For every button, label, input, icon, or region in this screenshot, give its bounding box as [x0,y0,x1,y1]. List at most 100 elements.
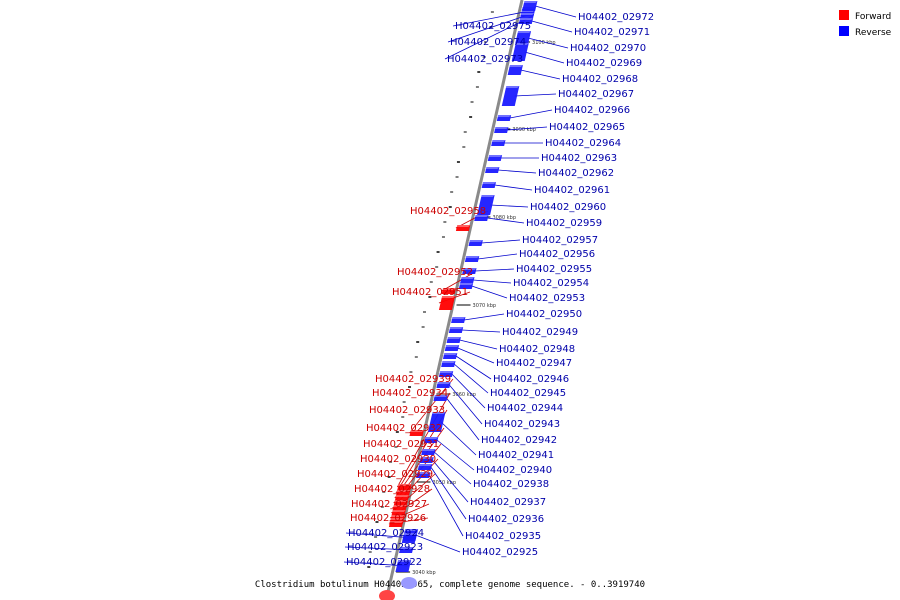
gene-label-H04402_02955[interactable]: H04402_02955 [516,264,592,275]
gene-label-H04402_02942[interactable]: H04402_02942 [481,435,557,446]
gene-feature-H04402_02931[interactable] [393,500,409,506]
gene-feature-H04402_02972[interactable] [522,1,538,11]
gene-feature-H04402_02954[interactable] [460,277,475,283]
gene-label-H04402_02934[interactable]: H04402_02934 [372,388,448,399]
gene-feature-H04402_02962[interactable] [485,167,500,173]
gene-label-H04402_02968[interactable]: H04402_02968 [562,74,638,85]
gene-label-H04402_02925[interactable]: H04402_02925 [462,547,538,558]
gene-feature-H04402_02945[interactable] [441,361,456,367]
gene-feature-H04402_02969[interactable] [511,43,529,61]
gene-label-H04402_02950[interactable]: H04402_02950 [506,309,582,320]
gene-label-H04402_02969[interactable]: H04402_02969 [566,58,642,69]
gene-label-H04402_02952[interactable]: H04402_02952 [397,267,473,278]
gene-label-H04402_02947[interactable]: H04402_02947 [496,358,572,369]
gene-label-H04402_02959[interactable]: H04402_02959 [526,218,602,229]
gene-label-H04402_02964[interactable]: H04402_02964 [545,138,621,149]
gene-feature-H04402_02966[interactable] [496,115,512,121]
gene-label-H04402_02944[interactable]: H04402_02944 [487,403,563,414]
gene-feature-H04402_02953[interactable] [458,283,474,289]
gene-label-H04402_02970[interactable]: H04402_02970 [570,43,646,54]
gene-feature-H04402_02951[interactable] [438,296,456,310]
gene-feature-H04402_02957[interactable] [468,240,483,246]
gene-label-H04402_02958[interactable]: H04402_02958 [410,206,486,217]
gene-label-H04402_02953[interactable]: H04402_02953 [509,293,585,304]
gene-label-H04402_02962[interactable]: H04402_02962 [538,168,614,179]
gene-label-H04402_02948[interactable]: H04402_02948 [499,344,575,355]
gene-feature-H04402_02929[interactable] [391,510,406,516]
gene-label-H04402_02922[interactable]: H04402_02922 [346,557,422,568]
gene-feature-H04402_02955[interactable] [462,268,477,274]
gene-feature-H04402_02926[interactable] [388,521,404,527]
gene-feature-H04402_02934[interactable] [397,484,412,490]
gene-label-H04402_02937[interactable]: H04402_02937 [470,497,546,508]
gene-feature-H04402_02950[interactable] [451,317,466,323]
gene-feature-H04402_02922[interactable] [395,560,412,572]
gene-feature-H04402_02935[interactable] [416,472,431,478]
gene-label-H04402_02936[interactable]: H04402_02936 [468,514,544,525]
gene-feature-H04402_02964[interactable] [491,140,506,146]
gene-label-H04402_02943[interactable]: H04402_02943 [484,419,560,430]
gene-label-H04402_02972[interactable]: H04402_02972 [578,12,654,23]
gene-label-H04402_02930[interactable]: H04402_02930 [360,454,436,465]
gene-feature-H04402_02940[interactable] [423,437,439,443]
gene-label-H04402_02939[interactable]: H04402_02939 [375,374,451,385]
gene-feature-H04402_02946[interactable] [442,353,458,359]
gene-feature-H04402_02932[interactable] [394,495,410,501]
gene-feature-H04402_02959[interactable] [474,215,489,221]
gene-label-H04402_02938[interactable]: H04402_02938 [473,479,549,490]
gene-feature-H04402_02949[interactable] [448,327,464,333]
gene-feature-H04402_02961[interactable] [481,182,496,188]
gene-feature-H04402_02965[interactable] [494,127,509,133]
gene-feature-H04402_02958[interactable] [455,225,471,231]
gene-feature-H04402_02970[interactable] [514,31,532,45]
gene-label-H04402_02960[interactable]: H04402_02960 [530,202,606,213]
gene-feature-H04402_02952[interactable] [441,288,457,294]
gene-feature-H04402_02936[interactable] [417,464,433,470]
gene-feature-H04402_02973[interactable] [519,13,535,19]
gene-label-H04402_02961[interactable]: H04402_02961 [534,185,610,196]
gene-feature-H04402_02937[interactable] [419,457,434,463]
gene-feature-H04402_02967[interactable] [501,86,520,106]
gene-feature-H04402_02938[interactable] [421,449,436,455]
gene-feature-H04402_02968[interactable] [507,65,523,75]
gene-feature-H04402_02939[interactable] [409,430,424,436]
gene-feature-H04402_02924[interactable] [401,533,418,543]
gene-label-H04402_02967[interactable]: H04402_02967 [558,89,634,100]
gene-label-H04402_02973[interactable]: H04402_02973 [447,54,523,65]
gene-label-H04402_02951[interactable]: H04402_02951 [392,287,468,298]
gene-label-H04402_02974[interactable]: H04402_02974 [450,37,526,48]
gene-feature-H04402_02947[interactable] [444,345,460,351]
gene-label-H04402_02940[interactable]: H04402_02940 [476,465,552,476]
gene-label-H04402_02946[interactable]: H04402_02946 [493,374,569,385]
gene-label-H04402_02957[interactable]: H04402_02957 [522,235,598,246]
gene-feature-H04402_02971[interactable] [518,18,534,24]
gene-feature-H04402_02944[interactable] [438,371,454,377]
gene-label-H04402_02932[interactable]: H04402_02932 [366,423,442,434]
gene-label-H04402_02954[interactable]: H04402_02954 [513,278,589,289]
gene-feature-H04402_02941[interactable] [428,412,446,432]
gene-label-H04402_02949[interactable]: H04402_02949 [502,327,578,338]
gene-label-H04402_02941[interactable]: H04402_02941 [478,450,554,461]
gene-feature-H04402_02960[interactable] [477,195,495,215]
gene-label-H04402_02926[interactable]: H04402_02926 [350,513,426,524]
gene-label-H04402_02956[interactable]: H04402_02956 [519,249,595,260]
gene-label-H04402_02945[interactable]: H04402_02945 [490,388,566,399]
gene-feature-H04402_02933[interactable] [395,490,411,496]
gene-label-H04402_02929[interactable]: H04402_02929 [357,469,433,480]
gene-feature-H04402_02923[interactable] [399,547,414,553]
gene-feature-H04402_02956[interactable] [464,256,480,262]
gene-label-H04402_02933[interactable]: H04402_02933 [369,405,445,416]
gene-feature-H04402_02930[interactable] [392,505,407,511]
gene-label-H04402_02966[interactable]: H04402_02966 [554,105,630,116]
gene-label-H04402_02963[interactable]: H04402_02963 [541,153,617,164]
gene-label-H04402_02927[interactable]: H04402_02927 [351,499,427,510]
gene-label-H04402_02923[interactable]: H04402_02923 [347,542,423,553]
gene-label-H04402_02928[interactable]: H04402_02928 [354,484,430,495]
gene-label-H04402_02931[interactable]: H04402_02931 [363,439,439,450]
gene-label-H04402_02965[interactable]: H04402_02965 [549,122,625,133]
gene-label-H04402_02971[interactable]: H04402_02971 [574,27,650,38]
gene-feature-H04402_02963[interactable] [487,155,503,161]
gene-feature-H04402_02943[interactable] [436,382,451,388]
gene-label-H04402_02935[interactable]: H04402_02935 [465,531,541,542]
gene-label-H04402_02924[interactable]: H04402_02924 [348,528,424,539]
